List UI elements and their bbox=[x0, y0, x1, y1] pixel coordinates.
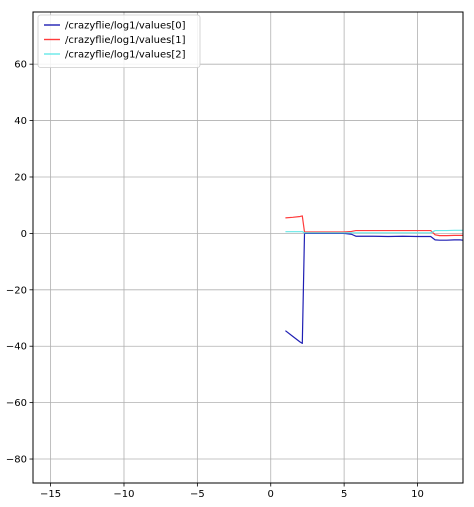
plot-frame bbox=[32, 11, 464, 484]
series-line-0 bbox=[285, 232, 463, 344]
legend-box bbox=[37, 14, 201, 68]
legend-entry-2: /crazyflie/log1/values[2] bbox=[65, 50, 186, 61]
y-tick-label: −20 bbox=[6, 285, 27, 296]
x-tick-label: −5 bbox=[190, 489, 205, 500]
legend-entry-0: /crazyflie/log1/values[0] bbox=[65, 21, 186, 32]
series-line-1 bbox=[285, 215, 463, 237]
y-tick-label: −80 bbox=[6, 455, 27, 466]
series-lines bbox=[285, 215, 463, 344]
axis-ticks: −15 −10 −5 0 5 10 −80 −60 −40 −20 0 20 40 60 bbox=[6, 60, 424, 500]
x-tick-label: −15 bbox=[40, 489, 61, 500]
x-tick-label: 0 bbox=[268, 489, 274, 500]
x-tick-label: 10 bbox=[411, 489, 424, 500]
grid bbox=[33, 12, 463, 483]
y-tick-label: 0 bbox=[21, 229, 27, 240]
y-tick-label: −60 bbox=[6, 398, 27, 409]
y-tick-label: 40 bbox=[14, 116, 27, 127]
legend-entry-1: /crazyflie/log1/values[1] bbox=[65, 35, 186, 46]
y-tick-label: 20 bbox=[14, 172, 27, 183]
x-tick-label: −10 bbox=[113, 489, 134, 500]
series-line-2 bbox=[285, 229, 463, 234]
y-tick-label: −40 bbox=[6, 342, 27, 353]
x-tick-label: 5 bbox=[341, 489, 347, 500]
legend: /crazyflie/log1/values[0] /crazyflie/log1… bbox=[37, 14, 201, 68]
y-tick-label: 60 bbox=[14, 60, 27, 71]
